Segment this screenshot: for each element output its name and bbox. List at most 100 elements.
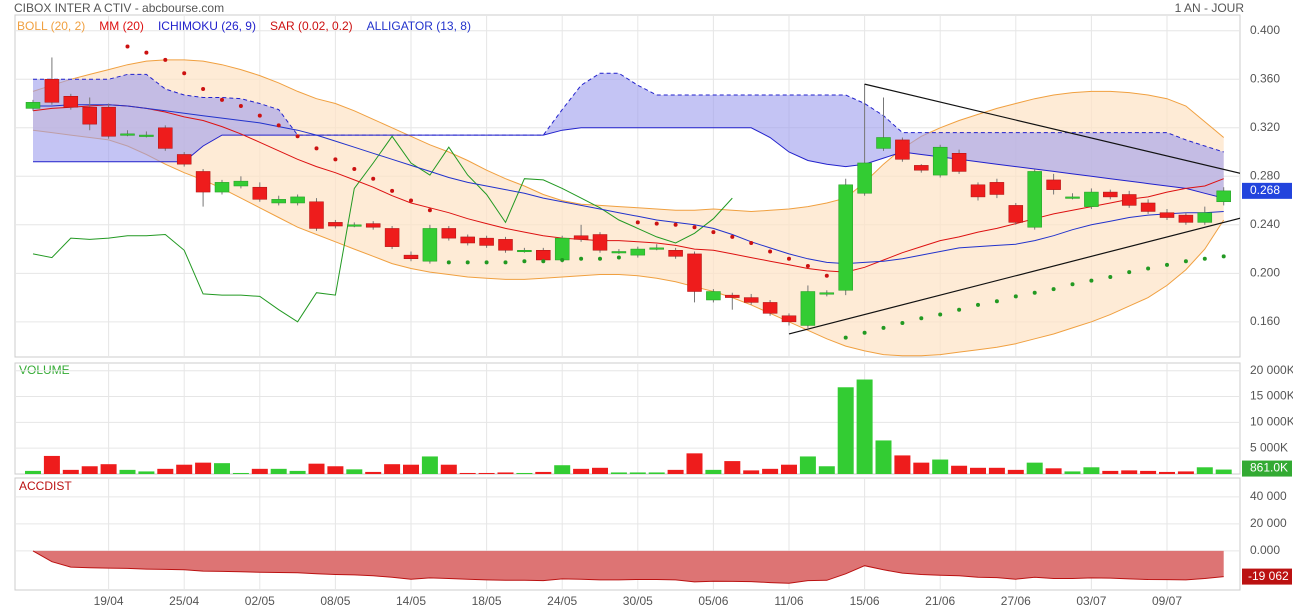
sar-dot [616, 255, 621, 260]
candle-body [914, 165, 929, 171]
volume-bar [686, 453, 703, 474]
volume-bar [535, 471, 552, 474]
volume-bar [629, 472, 646, 474]
volume-bar [365, 471, 382, 474]
alligator [33, 104, 1224, 265]
volume-bar [1026, 462, 1043, 474]
volume-bar [1159, 471, 1175, 474]
sar-dot [333, 157, 338, 162]
candle-body [1084, 191, 1099, 207]
candle-body [800, 291, 816, 326]
trendline [788, 217, 1240, 335]
sar-dot [730, 234, 735, 239]
candle-body [1065, 196, 1080, 199]
candle-body [63, 96, 79, 108]
volume-bar [1102, 470, 1119, 474]
volume-bar [592, 467, 608, 474]
candle-body [214, 182, 230, 193]
volume-bar [818, 466, 835, 474]
x-tick-label: 25/04 [169, 594, 199, 608]
last-price-label: 0.268 [1250, 183, 1280, 197]
candle-body [706, 291, 721, 301]
candle-body [592, 234, 608, 251]
y-tick-label: 20 000 [1250, 516, 1287, 530]
x-tick-label: 15/06 [850, 594, 880, 608]
sar-dot [805, 264, 810, 269]
volume-bar [497, 472, 514, 474]
accdist-line [32, 550, 1224, 584]
volume-bar [705, 469, 722, 474]
y-tick-label: 10 000K [1250, 415, 1293, 429]
candle-body [384, 228, 400, 247]
y-tick-label: 0.160 [1250, 314, 1280, 328]
sar-dot [1183, 259, 1188, 264]
candle-body [290, 196, 305, 204]
candle-body [158, 127, 173, 149]
candle-body [989, 182, 1005, 195]
sar-dot [352, 167, 357, 172]
y-tick-label: 0.400 [1250, 23, 1280, 37]
x-tick-label: 27/06 [1001, 594, 1031, 608]
volume-bar [1045, 468, 1062, 474]
volume-bar [119, 469, 136, 474]
candle-body [611, 251, 627, 254]
candle-body [1008, 205, 1024, 223]
candle-body [139, 134, 154, 137]
volume-bar [762, 468, 779, 474]
candle-body [441, 228, 457, 239]
sar-dot [390, 188, 395, 193]
sar-dot [862, 330, 867, 335]
sar-dot [824, 273, 829, 278]
sar-dot [994, 299, 999, 304]
x-tick-label: 05/06 [698, 594, 728, 608]
sar-dot [503, 260, 508, 265]
volume-bar [100, 464, 117, 474]
y-tick-label: 0.000 [1250, 543, 1280, 557]
volume-bar [610, 472, 627, 474]
candle-body [649, 247, 664, 250]
volume-bar [724, 461, 741, 474]
volume-last-label: 861.0K [1250, 461, 1288, 475]
candle-body [120, 133, 135, 136]
volume-bar [1215, 469, 1232, 474]
candle-body [1216, 190, 1231, 203]
candle-body [687, 253, 702, 292]
volume-bar [157, 468, 174, 474]
volume-bar [440, 464, 457, 474]
candle-body [762, 302, 778, 314]
candle-body [668, 250, 683, 257]
sar-dot [125, 44, 130, 49]
candle-body [365, 223, 381, 228]
sar-dot [182, 71, 187, 76]
volume-bar [138, 471, 155, 474]
sar-dot [787, 256, 791, 261]
sar-dot [1165, 262, 1169, 267]
sar-dot [409, 198, 413, 203]
y-tick-label: 40 000 [1250, 489, 1287, 503]
candle-body [195, 171, 211, 193]
sar-dot [900, 321, 905, 326]
sar-dot [843, 335, 848, 340]
volume-bar [1177, 471, 1194, 474]
sar-dot [1202, 256, 1207, 261]
volume-bar [384, 464, 401, 474]
volume-bar [327, 466, 344, 474]
candle-body [895, 139, 910, 160]
candle-body [1159, 212, 1175, 218]
volume-bar [667, 469, 684, 474]
chart-title: CIBOX INTER A CTIV - abcbourse.com [14, 1, 224, 15]
legend-entry: BOLL (20, 2) [17, 19, 85, 33]
candle-body [970, 184, 986, 198]
candle-body [951, 153, 967, 172]
ichimoku-span-b [33, 127, 1224, 199]
volume-bar [176, 464, 193, 474]
candle-body [630, 248, 646, 256]
x-tick-label: 09/07 [1152, 594, 1182, 608]
sar-dot [635, 220, 640, 225]
sar-dot [1089, 278, 1094, 283]
volume-bar [799, 456, 816, 474]
sar-dot [919, 316, 924, 321]
sar-dot [976, 302, 980, 307]
volume-bar [214, 463, 230, 474]
